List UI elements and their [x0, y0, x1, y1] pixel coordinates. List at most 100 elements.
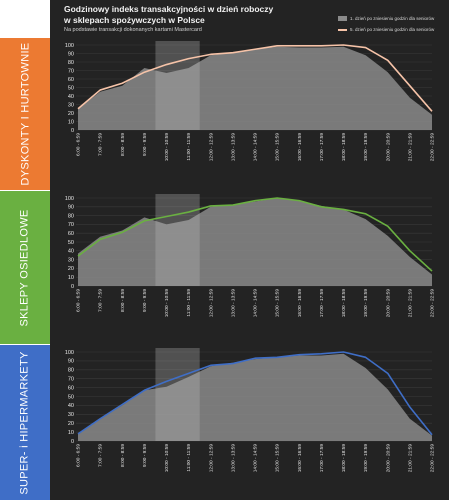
dyskonty-y-tick-label: 30: [68, 102, 74, 108]
panel-label-osiedlowe: SKLEPY OSIEDLOWE: [0, 191, 50, 344]
dyskonty-x-tick-label: 21:00 - 21:59: [407, 133, 413, 162]
osiedlowe-y-tick-label: 90: [68, 205, 74, 211]
chart-title-line1: Godzinowy indeks transakcyjności w dzień…: [64, 4, 274, 14]
dyskonty-x-tick-label: 22:00 - 22:59: [430, 133, 436, 162]
hiper-y-tick-label: 80: [68, 368, 74, 374]
osiedlowe-x-tick-label: 22:00 - 22:59: [430, 289, 436, 318]
hiper-y-tick-label: 100: [65, 350, 74, 356]
osiedlowe-x-tick-label: 19:00 - 19:59: [363, 289, 369, 318]
dyskonty-y-tick-label: 20: [68, 111, 74, 117]
hiper-y-tick-label: 40: [68, 403, 74, 409]
chart-title-line2: w sklepach spożywczych w Polsce: [64, 15, 205, 25]
hiper-y-tick-label: 10: [68, 430, 74, 436]
panel-label-dyskonty-text: DYSKONTY I HURTOWNIE: [19, 42, 32, 186]
hiper-y-tick-label: 70: [68, 377, 74, 383]
dyskonty-x-tick-label: 12:00 - 12:59: [208, 133, 214, 162]
dyskonty-y-tick-label: 60: [68, 77, 74, 83]
dyskonty-x-tick-label: 16:00 - 16:59: [297, 133, 303, 162]
hiper-area-series: [78, 353, 432, 441]
osiedlowe-y-tick-label: 70: [68, 222, 74, 228]
dyskonty-x-tick-label: 6:00 - 6:59: [76, 133, 82, 156]
dyskonty-y-tick-label: 100: [65, 43, 74, 49]
hiper-x-tick-label: 8:00 - 8:59: [120, 444, 126, 467]
hiper-x-tick-label: 10:00 - 10:59: [164, 444, 170, 473]
osiedlowe-y-tick-label: 10: [68, 275, 74, 281]
hiper-x-tick-label: 16:00 - 16:59: [297, 444, 303, 473]
dyskonty-x-tick-label: 18:00 - 18:59: [341, 133, 347, 162]
hiper-highlight-band: [155, 348, 200, 441]
chart-panel-osiedlowe: 0 10 20 30 40 50 60 70 80 90 100 6:00 - 6:59 7:00 - …: [65, 194, 436, 318]
dyskonty-line-series: [77, 44, 433, 112]
dyskonty-y-tick-label: 50: [68, 85, 74, 91]
osiedlowe-x-tick-label: 13:00 - 13:59: [230, 289, 236, 318]
panel-label-hiper-text: SUPER- i HIPERMARKETY: [19, 350, 31, 495]
hiper-x-tick-label: 7:00 - 7:59: [98, 444, 104, 467]
legend-item-area: 1. dzień po zniesieniu godzin dla senior…: [338, 16, 434, 21]
osiedlowe-y-tick-label: 40: [68, 249, 74, 255]
panel-label-osiedlowe-text: SKLEPY OSIEDLOWE: [19, 208, 31, 327]
hiper-x-tick-label: 19:00 - 19:59: [363, 444, 369, 473]
osiedlowe-y-tick-label: 100: [65, 196, 74, 202]
dyskonty-x-tick-label: 8:00 - 8:59: [120, 133, 126, 156]
legend-swatch-line: [338, 28, 347, 31]
hiper-x-tick-label: 12:00 - 12:59: [208, 444, 214, 473]
osiedlowe-x-tick-label: 20:00 - 20:59: [385, 289, 391, 318]
osiedlowe-x-tick-label: 21:00 - 21:59: [407, 289, 413, 318]
osiedlowe-y-tick-label: 0: [71, 284, 74, 290]
osiedlowe-x-tick-label: 6:00 - 6:59: [76, 289, 82, 312]
dyskonty-x-tick-label: 19:00 - 19:59: [363, 133, 369, 162]
hiper-x-tick-label: 11:00 - 11:59: [186, 444, 192, 472]
osiedlowe-x-tick-label: 7:00 - 7:59: [98, 289, 104, 312]
dyskonty-x-tick-label: 17:00 - 17:59: [319, 133, 325, 162]
osiedlowe-x-tick-label: 8:00 - 8:59: [120, 289, 126, 312]
osiedlowe-y-tick-label: 50: [68, 240, 74, 246]
osiedlowe-y-tick-label: 20: [68, 266, 74, 272]
dyskonty-y-tick-label: 10: [68, 119, 74, 125]
hiper-x-tick-label: 13:00 - 13:59: [230, 444, 236, 473]
hiper-x-tick-label: 9:00 - 9:59: [142, 444, 148, 467]
dyskonty-area-series: [78, 46, 432, 131]
osiedlowe-y-tick-label: 30: [68, 257, 74, 263]
dyskonty-y-tick-label: 0: [71, 128, 74, 134]
chart-panel-dyskonty: 0 10 20 30 40 50 60 70 80 90 100 6:00 - 6:59 7:00 - …: [65, 41, 436, 162]
hiper-y-tick-label: 20: [68, 421, 74, 427]
hiper-x-tick-label: 14:00 - 14:59: [253, 444, 259, 473]
osiedlowe-line-series: [77, 197, 433, 272]
osiedlowe-area-series: [78, 198, 432, 286]
dyskonty-highlight-band: [155, 41, 200, 130]
chart-header: Godzinowy indeks transakcyjności w dzień…: [50, 0, 449, 40]
dyskonty-y-tick-label: 80: [68, 60, 74, 66]
hiper-x-tick-label: 18:00 - 18:59: [341, 444, 347, 473]
dyskonty-x-tick-label: 15:00 - 15:59: [275, 133, 281, 162]
panel-label-hiper: SUPER- i HIPERMARKETY: [0, 345, 50, 500]
legend-label-area: 1. dzień po zniesieniu godzin dla senior…: [350, 16, 435, 21]
legend-label-line: 5. dzień po zniesieniu godzin dla senior…: [350, 27, 435, 32]
osiedlowe-x-tick-label: 11:00 - 11:59: [186, 289, 192, 317]
dyskonty-x-tick-label: 10:00 - 10:59: [164, 133, 170, 162]
dyskonty-x-tick-label: 11:00 - 11:59: [186, 133, 192, 161]
dyskonty-y-tick-label: 70: [68, 68, 74, 74]
dyskonty-x-tick-label: 13:00 - 13:59: [230, 133, 236, 162]
hiper-line-series: [77, 351, 433, 436]
hiper-x-tick-label: 20:00 - 20:59: [385, 444, 391, 473]
dyskonty-x-tick-label: 9:00 - 9:59: [142, 133, 148, 156]
dyskonty-x-tick-label: 14:00 - 14:59: [253, 133, 259, 162]
dyskonty-y-tick-label: 90: [68, 51, 74, 57]
hiper-x-tick-label: 22:00 - 22:59: [430, 444, 436, 473]
osiedlowe-x-tick-label: 16:00 - 16:59: [297, 289, 303, 318]
hiper-x-tick-label: 15:00 - 15:59: [275, 444, 281, 473]
dyskonty-y-tick-label: 40: [68, 94, 74, 100]
chart-subtitle: Na podstawie transakcji dokonanych karta…: [64, 27, 202, 33]
osiedlowe-y-tick-label: 60: [68, 231, 74, 237]
osiedlowe-x-tick-label: 14:00 - 14:59: [253, 289, 259, 318]
osiedlowe-x-tick-label: 15:00 - 15:59: [275, 289, 281, 318]
osiedlowe-x-tick-label: 9:00 - 9:59: [142, 289, 148, 312]
dyskonty-x-tick-label: 20:00 - 20:59: [385, 133, 391, 162]
dyskonty-x-tick-label: 7:00 - 7:59: [98, 133, 104, 156]
hiper-y-tick-label: 50: [68, 394, 74, 400]
osiedlowe-x-tick-label: 12:00 - 12:59: [208, 289, 214, 318]
hiper-y-tick-label: 30: [68, 412, 74, 418]
chart-panel-hiper: 0 10 20 30 40 50 60 70 80 90 100 6:00 - 6:59 7:00 - …: [65, 348, 436, 473]
osiedlowe-y-tick-label: 80: [68, 213, 74, 219]
